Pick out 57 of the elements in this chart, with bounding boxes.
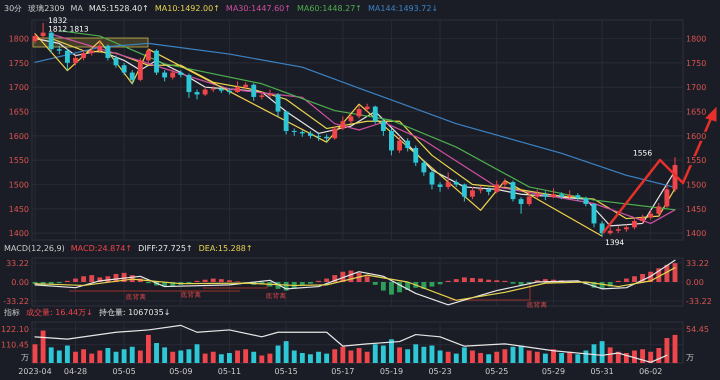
text: DEA:15.288↑: [198, 244, 253, 253]
x-tick-label: 05-29: [542, 367, 566, 376]
y-tick-label: 1400: [8, 229, 29, 238]
x-tick-label: 05-31: [590, 367, 614, 376]
y2-tick-label: -33.22: [686, 296, 712, 306]
y2-tick-label: 1500: [686, 180, 706, 190]
y-axis-title: 万: [21, 353, 29, 362]
chart-title: MACD(12,26,9): [4, 244, 65, 253]
chart-title: 指标: [3, 308, 20, 317]
y2-tick-label: 0.00: [686, 278, 704, 287]
x-tick-label: 05-15: [274, 367, 298, 376]
chart-title: 30分: [4, 4, 22, 13]
text: MA60:1448.27↑: [296, 4, 362, 13]
series-label: 持仓量: 1067035↓: [98, 308, 170, 317]
text: MACD:24.874↑: [70, 244, 132, 253]
y-tick-label: 1700: [8, 83, 29, 92]
text: MA30:1447.60↑: [226, 4, 291, 13]
text: MA5:1528.40↑: [88, 4, 149, 13]
y-tick-label: 1800: [8, 34, 29, 44]
chart-subtitle: 玻璃2309: [28, 4, 65, 13]
y-tick-label: 1450: [8, 204, 29, 214]
y-tick-label: -33.22: [3, 296, 29, 306]
y2-tick-label: 33.22: [686, 259, 709, 268]
y2-tick-label: 1650: [686, 108, 706, 117]
x-tick-label: 04-28: [64, 367, 88, 376]
y-tick-label: 1650: [8, 108, 29, 117]
x-tick-label: 05-11: [218, 367, 242, 376]
y-tick-label: 1600: [8, 132, 29, 141]
y2-tick-label: 1400: [686, 229, 706, 238]
y-tick-label: 122.10: [1, 325, 29, 334]
legend-title: MA: [70, 4, 84, 13]
text: 成交量: 16.44万↓: [26, 308, 93, 317]
text: MA10:1492.00↑: [154, 4, 220, 13]
y2-tick-label: 1750: [686, 58, 706, 68]
y2-tick-label: 54.45: [686, 325, 709, 334]
y-tick-label: 1500: [8, 180, 29, 190]
x-tick-label: 06-02: [639, 367, 662, 376]
y2-tick-label: 1450: [686, 204, 706, 214]
y-tick-label: 110.45: [1, 340, 29, 350]
y-tick-label: 1750: [8, 58, 29, 68]
text: MA144:1493.72↓: [368, 4, 438, 13]
x-tick-label: 05-25: [485, 367, 508, 376]
x-tick-label: 05-19: [380, 367, 404, 376]
y-tick-label: 0.00: [11, 278, 29, 287]
y2-tick-label: 1550: [686, 156, 706, 166]
x-tick-label: 05-23: [428, 367, 452, 376]
x-tick-label: 05-17: [331, 367, 354, 376]
x-tick-label: 2023-04: [18, 367, 52, 376]
y2-axis-title: 万: [686, 353, 694, 362]
y2-tick-label: 1600: [686, 132, 706, 141]
y-tick-label: 1550: [8, 156, 29, 166]
y2-tick-label: 1800: [686, 34, 706, 44]
x-tick-label: 05-05: [112, 367, 136, 376]
text: DIFF:27.725↑: [138, 244, 193, 253]
x-tick-label: 05-09: [169, 367, 192, 376]
y2-tick-label: 1700: [686, 83, 706, 92]
y-tick-label: 33.22: [6, 259, 29, 268]
